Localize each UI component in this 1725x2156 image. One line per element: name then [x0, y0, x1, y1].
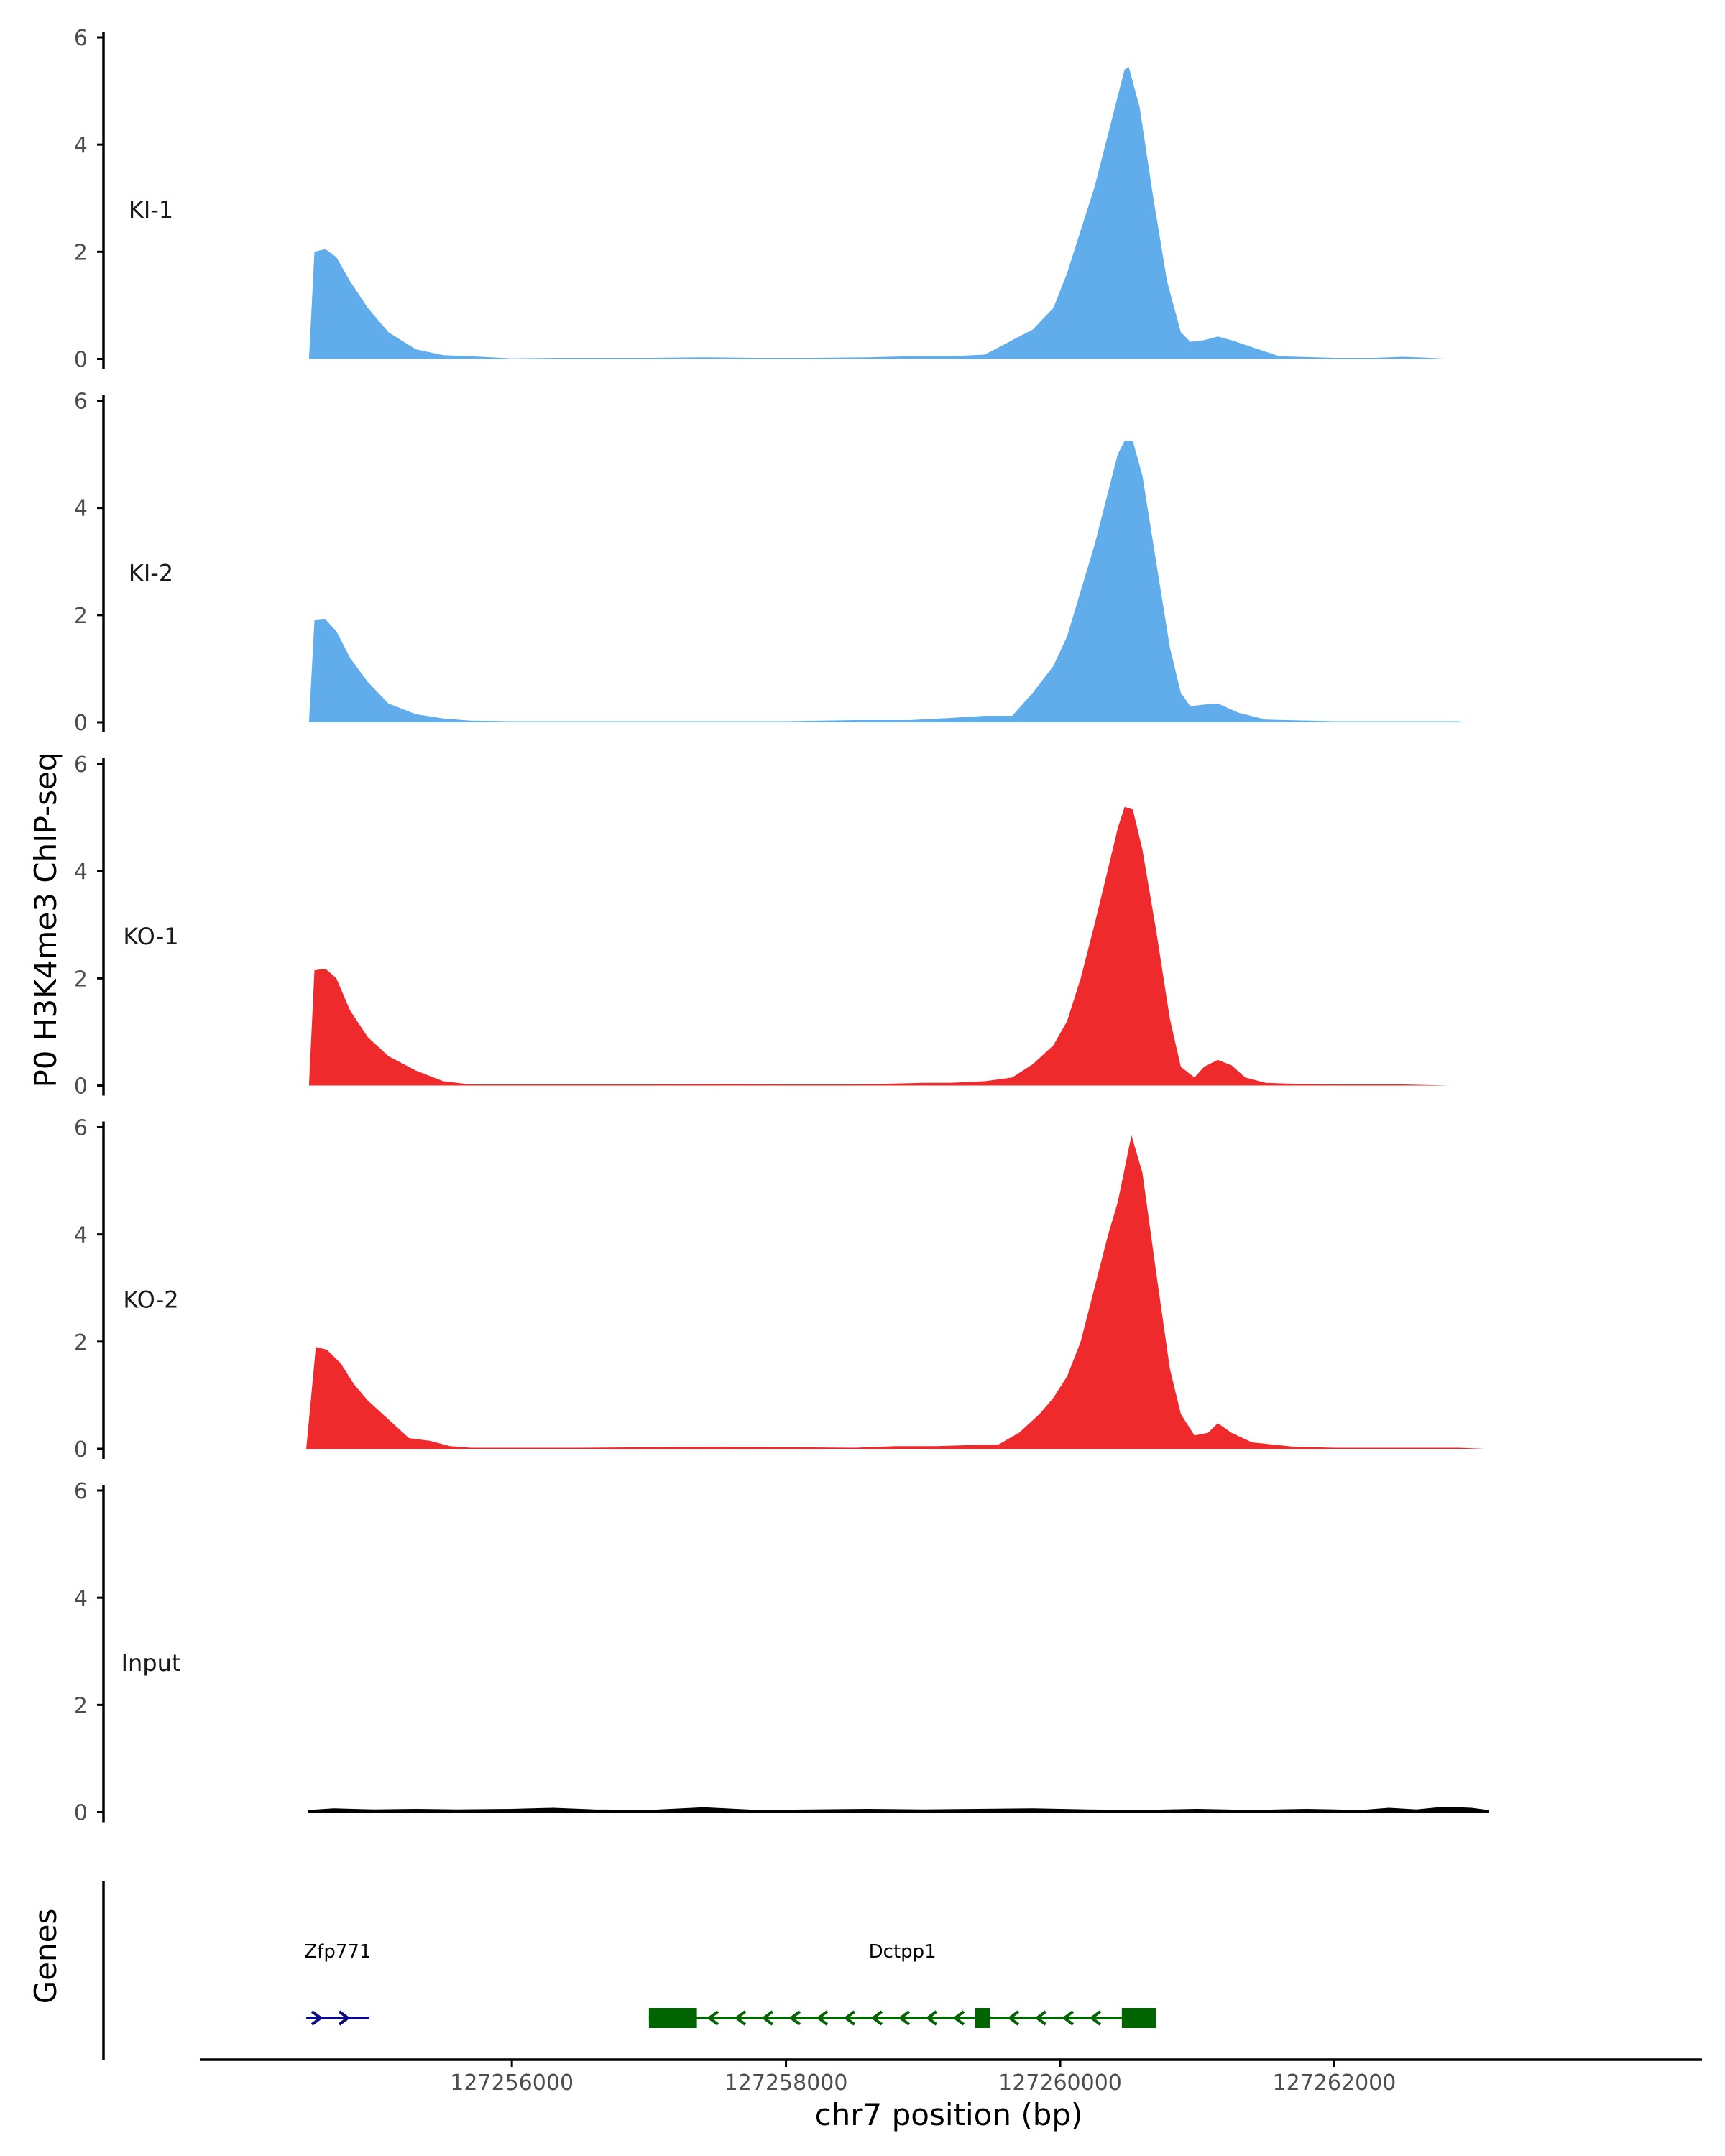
genes-axis-title: Genes — [28, 1909, 63, 2004]
strand-arrow-icon — [952, 2010, 965, 2026]
track-label: KI-1 — [129, 196, 173, 224]
coverage-area-ko-1 — [308, 806, 1451, 1086]
y-tick-label: 0 — [74, 1801, 88, 1826]
track-ko-1: 0 2 4 6 KO-1 — [74, 752, 1451, 1100]
strand-arrow-icon — [898, 2010, 911, 2026]
y-tick-label: 6 — [74, 752, 88, 778]
y-tick-label: 0 — [74, 1437, 88, 1462]
y-tick-label: 2 — [74, 604, 88, 629]
gene-label: Zfp771 — [304, 1941, 371, 1963]
track-label: KO-2 — [123, 1286, 178, 1314]
y-tick-label: 6 — [74, 26, 88, 51]
strand-arrow-icon — [338, 2010, 351, 2026]
y-tick-label: 6 — [74, 390, 88, 415]
strand-arrow-icon — [1062, 2010, 1075, 2026]
y-tick-label: 0 — [74, 1074, 88, 1100]
x-axis-title: chr7 position (bp) — [815, 2097, 1083, 2132]
track-ki-1: 0 2 4 6 KI-1 — [74, 26, 1451, 373]
strand-arrow-icon — [788, 2010, 801, 2026]
strand-arrow-icon — [734, 2010, 747, 2026]
exon-block — [648, 2008, 697, 2028]
strand-arrow-icon — [816, 2010, 829, 2026]
y-tick-label: 6 — [74, 1479, 88, 1504]
x-tick-label: 127256000 — [450, 2070, 574, 2096]
gene-dctpp1: Dctpp1 — [648, 1941, 1156, 2028]
coverage-area-ko-2 — [306, 1135, 1486, 1449]
exon-block — [1121, 2008, 1156, 2028]
coverage-area-input — [308, 1807, 1489, 1813]
y-tick-label: 6 — [74, 1116, 88, 1141]
genes-layer: Zfp771 Dctpp1 127256000 127258000 127260000 1… — [102, 1881, 1702, 2096]
track-ki-2: 0 2 4 6 KI-2 — [74, 390, 1472, 736]
y-tick-label: 4 — [74, 497, 88, 522]
gene-label: Dctpp1 — [869, 1941, 937, 1963]
coverage-area-ki-2 — [308, 441, 1472, 722]
y-tick-label: 2 — [74, 240, 88, 265]
strand-arrow-icon — [1034, 2010, 1047, 2026]
strand-arrow-icon — [1089, 2010, 1102, 2026]
strand-arrow-icon — [870, 2010, 883, 2026]
y-tick-label: 2 — [74, 1693, 88, 1718]
tracks-layer: 0 2 4 6 KI-1 0 2 4 6 KI-2 0 2 4 6 KO-1 0 2 4 6 KO-2 0 2 4 6 Inpu… — [74, 26, 1489, 1826]
gene-zfp771: Zfp771 — [304, 1941, 371, 2026]
y-tick-label: 4 — [74, 1586, 88, 1611]
y-tick-label: 2 — [74, 967, 88, 992]
x-tick-label: 127262000 — [1273, 2070, 1397, 2096]
x-tick-label: 127258000 — [724, 2070, 848, 2096]
strand-arrow-icon — [843, 2010, 856, 2026]
track-ko-2: 0 2 4 6 KO-2 — [74, 1116, 1486, 1462]
track-label: Input — [121, 1649, 181, 1677]
y-tick-label: 4 — [74, 1223, 88, 1248]
x-tick-label: 127260000 — [998, 2070, 1122, 2096]
y-tick-label: 4 — [74, 860, 88, 885]
y-tick-label: 0 — [74, 711, 88, 736]
strand-arrow-icon — [925, 2010, 938, 2026]
track-input: 0 2 4 6 Input — [74, 1479, 1489, 1826]
track-label: KO-1 — [123, 923, 178, 950]
y-tick-label: 4 — [74, 133, 88, 158]
strand-arrow-icon — [310, 2010, 323, 2026]
strand-arrow-icon — [761, 2010, 774, 2026]
strand-arrow-icon — [707, 2010, 719, 2026]
coverage-area-ki-1 — [308, 67, 1451, 359]
exon-block — [975, 2008, 990, 2028]
y-tick-label: 2 — [74, 1330, 88, 1355]
y-axis-title: P0 H3K4me3 ChIP-seq — [28, 752, 63, 1087]
y-tick-label: 0 — [74, 348, 88, 373]
track-label: KI-2 — [129, 560, 173, 587]
strand-arrow-icon — [1007, 2010, 1020, 2026]
